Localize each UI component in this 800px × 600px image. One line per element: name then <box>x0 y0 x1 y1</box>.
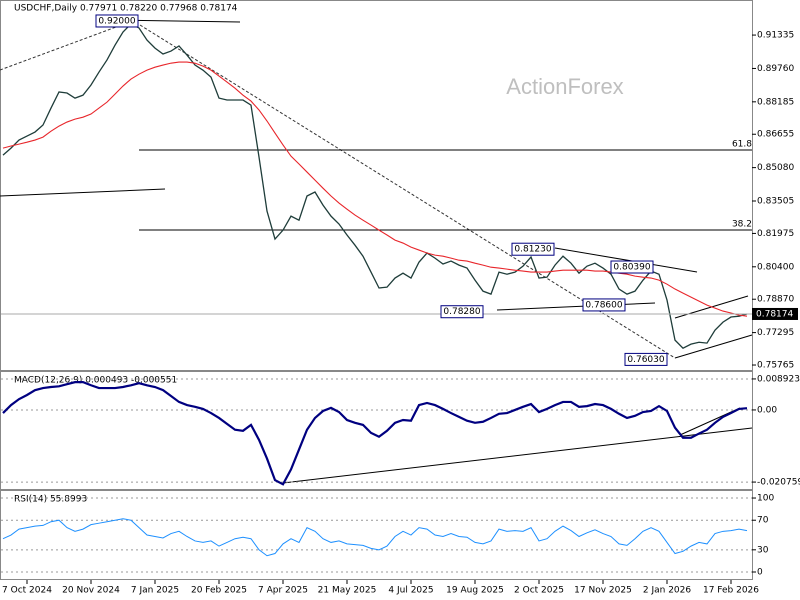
x-tick-label: 7 Oct 2024 <box>2 586 52 596</box>
trendline <box>0 188 166 197</box>
price-panel <box>0 0 753 371</box>
annotation-label: 0.81230 <box>514 245 551 255</box>
y-tick-label: 0.81975 <box>757 229 794 239</box>
channel-line <box>674 334 753 359</box>
fib-label: 38.2 <box>732 220 752 230</box>
y-tick-label: 0.85080 <box>757 163 794 173</box>
x-tick-label: 17 Nov 2025 <box>574 586 632 596</box>
series-line <box>2 381 748 486</box>
x-tick-label: 7 Jan 2025 <box>131 586 179 596</box>
annotation-label: 0.80390 <box>613 263 650 273</box>
trendline <box>554 247 698 273</box>
y-tick-label: 0.89760 <box>757 64 794 74</box>
annotation-box <box>624 352 668 366</box>
watermark: ActionForex <box>506 74 623 99</box>
trendline <box>282 427 753 484</box>
annotation-label: 0.92000 <box>98 16 135 26</box>
y-tick-label: 0.88185 <box>757 97 794 107</box>
last-price-label: 0.78174 <box>756 309 793 319</box>
y-tick-label: 0.86655 <box>757 130 794 140</box>
y-tick-label: 0.75765 <box>757 361 794 371</box>
annotation-label: 0.78280 <box>443 307 480 317</box>
y-tick-label: 0.78870 <box>757 295 794 305</box>
y-tick-label: 0.80400 <box>757 262 794 272</box>
x-tick-label: 21 May 2025 <box>318 586 377 596</box>
annotation-box <box>440 305 484 319</box>
panel-title: USDCHF,Daily 0.77971 0.78220 0.77968 0.7… <box>14 4 238 14</box>
rsi-panel <box>0 490 753 580</box>
y-tick-label: 0 <box>757 568 763 578</box>
y-tick-label: 70 <box>757 516 769 526</box>
y-tick-label: -0.020759 <box>757 478 800 488</box>
y-tick-label: 0.91335 <box>757 31 794 41</box>
x-tick-label: 20 Nov 2024 <box>62 586 120 596</box>
annotation-box <box>610 260 654 274</box>
series-line <box>2 61 748 317</box>
last-price-box <box>752 307 798 320</box>
macd-panel <box>0 371 753 490</box>
panel-title: RSI(14) 55.8993 <box>14 495 87 505</box>
trendline <box>0 19 136 71</box>
y-tick-label: 30 <box>757 545 769 555</box>
annotation-label: 0.78600 <box>585 300 622 310</box>
y-tick-label: 100 <box>757 494 774 504</box>
x-tick-label: 4 Jul 2025 <box>388 586 433 596</box>
x-tick-label: 2 Jan 2026 <box>643 586 691 596</box>
y-tick-label: 0.77295 <box>757 328 794 338</box>
annotation-box <box>582 298 626 312</box>
series-line <box>2 518 748 557</box>
y-tick-label: 0.00 <box>757 405 777 415</box>
x-tick-label: 2 Oct 2025 <box>514 586 564 596</box>
annotation-label: 0.76030 <box>627 355 664 365</box>
x-tick-label: 20 Feb 2025 <box>191 586 247 596</box>
annotation-box <box>511 242 555 256</box>
x-tick-label: 7 Apr 2025 <box>258 586 308 596</box>
fib-label: 61.8 <box>732 140 752 150</box>
x-tick-label: 19 Aug 2025 <box>446 586 504 596</box>
y-tick-label: 0.008923 <box>757 374 800 384</box>
annotation-box <box>95 14 139 28</box>
trendline <box>496 302 656 311</box>
y-tick-label: 0.83505 <box>757 196 794 206</box>
series-line <box>2 23 748 349</box>
x-tick-label: 17 Feb 2026 <box>703 586 759 596</box>
panel-title: MACD(12,26,9) 0.000493 -0.000551 <box>14 376 177 386</box>
